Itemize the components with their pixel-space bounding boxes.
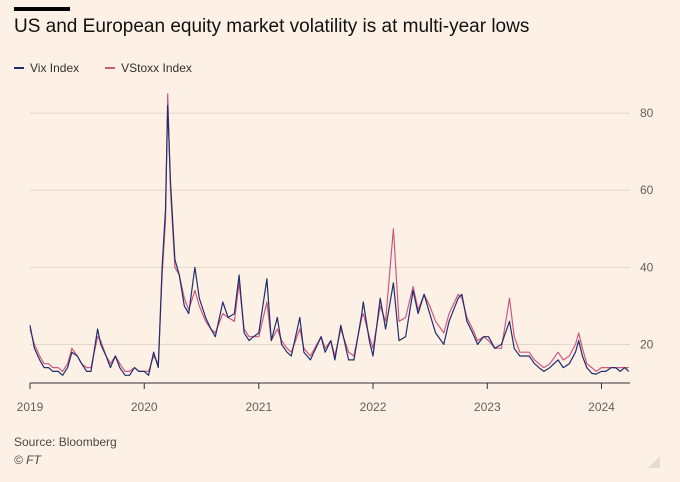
series-line-vix xyxy=(29,104,630,376)
chart-title: US and European equity market volatility… xyxy=(14,16,530,37)
copyright: © FT xyxy=(14,453,41,467)
resize-corner-icon xyxy=(648,456,660,468)
source-note: Source: Bloomberg xyxy=(14,435,117,449)
legend: Vix Index VStoxx Index xyxy=(14,61,192,75)
y-tick-label: 80 xyxy=(640,106,654,120)
x-tick-label: 2024 xyxy=(588,400,615,414)
y-tick-label: 40 xyxy=(640,260,654,274)
legend-item-vstoxx: VStoxx Index xyxy=(105,61,192,75)
series-line-vstoxx xyxy=(29,93,629,372)
legend-swatch-vstoxx xyxy=(105,67,116,69)
x-tick-label: 2022 xyxy=(360,400,387,414)
chart-area: 20 40 60 80 2019 2020 2021 2022 2023 2024 xyxy=(17,93,654,414)
legend-swatch-vix xyxy=(14,67,24,69)
x-tick-label: 2021 xyxy=(245,400,272,414)
x-tick-label: 2019 xyxy=(17,400,44,414)
legend-item-vix: Vix Index xyxy=(14,61,79,75)
legend-label-vix: Vix Index xyxy=(30,61,80,75)
x-tick-label: 2020 xyxy=(131,400,158,414)
x-tick-label: 2023 xyxy=(474,400,501,414)
brand-bar xyxy=(14,7,70,11)
y-tick-label: 20 xyxy=(640,337,654,351)
y-tick-label: 60 xyxy=(640,183,654,197)
legend-label-vstoxx: VStoxx Index xyxy=(121,61,192,75)
